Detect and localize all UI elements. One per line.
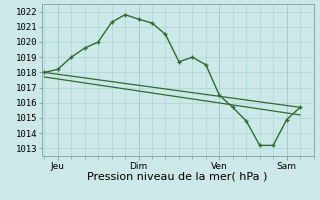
X-axis label: Pression niveau de la mer( hPa ): Pression niveau de la mer( hPa )	[87, 172, 268, 182]
